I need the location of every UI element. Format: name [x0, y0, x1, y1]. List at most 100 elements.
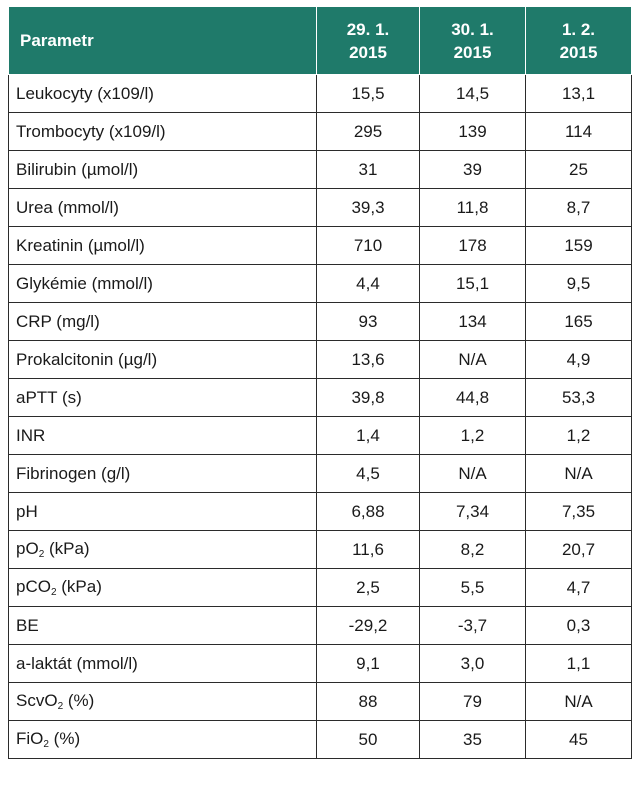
row-label-text: pCO: [16, 577, 51, 596]
row-label-text: INR: [16, 425, 46, 445]
row-value-2: N/A: [419, 454, 526, 493]
row-label-text: BE: [16, 615, 39, 635]
row-label-text: a-laktát (mmol/l): [16, 653, 138, 673]
row-label-suffix: (%): [48, 729, 81, 748]
row-value-2: 178: [419, 226, 526, 265]
row-value-3: 8,7: [525, 188, 632, 227]
row-label: pO2 (kPa): [8, 530, 317, 569]
row-label-text: Fibrinogen (g/l): [16, 463, 131, 483]
row-value-1: 39,3: [316, 188, 420, 227]
row-label-text: Urea (mmol/l): [16, 197, 119, 217]
header-date-2: 30. 1. 2015: [419, 6, 526, 75]
row-label-subscript: 2: [38, 549, 45, 560]
header-date-2-line-1: 30. 1.: [451, 19, 494, 39]
row-value-2: 15,1: [419, 264, 526, 303]
row-value-1: 88: [316, 682, 420, 721]
row-label: pCO2 (kPa): [8, 568, 317, 607]
table-row: INR 1,4 1,2 1,2: [8, 416, 632, 455]
row-value-2: -3,7: [419, 606, 526, 645]
row-value-1: -29,2: [316, 606, 420, 645]
table-row: FiO2 (%) 50 35 45: [8, 720, 632, 759]
row-value-3: 114: [525, 112, 632, 151]
lab-values-table: Parametr 29. 1. 2015 30. 1. 2015 1. 2. 2…: [8, 6, 632, 759]
table-row: Kreatinin (µmol/l) 710 178 159: [8, 226, 632, 265]
row-label: Trombocyty (x109/l): [8, 112, 317, 151]
table-row: Prokalcitonin (µg/l) 13,6 N/A 4,9: [8, 340, 632, 379]
row-value-1: 15,5: [316, 74, 420, 113]
row-label: pH: [8, 492, 317, 531]
row-value-3: 9,5: [525, 264, 632, 303]
row-value-1: 39,8: [316, 378, 420, 417]
table-row: BE -29,2 -3,7 0,3: [8, 606, 632, 645]
table-row: aPTT (s) 39,8 44,8 53,3: [8, 378, 632, 417]
header-date-1: 29. 1. 2015: [316, 6, 420, 75]
row-value-1: 1,4: [316, 416, 420, 455]
row-label: Leukocyty (x109/l): [8, 74, 317, 113]
row-value-3: 4,9: [525, 340, 632, 379]
row-value-3: 1,1: [525, 644, 632, 683]
table-row: ScvO2 (%) 88 79 N/A: [8, 682, 632, 721]
row-value-3: 53,3: [525, 378, 632, 417]
row-value-2: 134: [419, 302, 526, 341]
row-label-text: Kreatinin (µmol/l): [16, 235, 145, 255]
row-label: Prokalcitonin (µg/l): [8, 340, 317, 379]
table-row: pO2 (kPa) 11,6 8,2 20,7: [8, 530, 632, 569]
table-row: Trombocyty (x109/l) 295 139 114: [8, 112, 632, 151]
row-value-3: 25: [525, 150, 632, 189]
row-label-text: CRP (mg/l): [16, 311, 100, 331]
row-value-3: 159: [525, 226, 632, 265]
header-date-1-line-2: 2015: [349, 42, 387, 62]
row-label: Glykémie (mmol/l): [8, 264, 317, 303]
row-label-subscript: 2: [57, 701, 64, 712]
table-row: CRP (mg/l) 93 134 165: [8, 302, 632, 341]
row-value-1: 9,1: [316, 644, 420, 683]
row-value-2: 11,8: [419, 188, 526, 227]
row-value-1: 2,5: [316, 568, 420, 607]
row-value-1: 4,4: [316, 264, 420, 303]
row-label: aPTT (s): [8, 378, 317, 417]
row-value-2: 44,8: [419, 378, 526, 417]
row-value-1: 50: [316, 720, 420, 759]
header-date-1-line-1: 29. 1.: [346, 19, 390, 39]
row-label: Urea (mmol/l): [8, 188, 317, 227]
row-value-3: 165: [525, 302, 632, 341]
row-value-3: 7,35: [525, 492, 632, 531]
table-row: Bilirubin (µmol/l) 31 39 25: [8, 150, 632, 189]
table-row: pH 6,88 7,34 7,35: [8, 492, 632, 531]
row-label-text: Glykémie (mmol/l): [16, 273, 153, 293]
row-value-3: 0,3: [525, 606, 632, 645]
row-value-3: 20,7: [525, 530, 632, 569]
row-label: ScvO2 (%): [8, 682, 317, 721]
header-date-2-line-2: 2015: [453, 42, 492, 62]
row-value-1: 710: [316, 226, 420, 265]
row-label: Fibrinogen (g/l): [8, 454, 317, 493]
row-value-1: 295: [316, 112, 420, 151]
header-date-3-line-2: 2015: [559, 42, 598, 62]
row-value-3: 13,1: [525, 74, 632, 113]
row-label-text: pO: [16, 539, 39, 558]
table-row: Fibrinogen (g/l) 4,5 N/A N/A: [8, 454, 632, 493]
row-value-2: 139: [419, 112, 526, 151]
row-value-3: 1,2: [525, 416, 632, 455]
row-label: Bilirubin (µmol/l): [8, 150, 317, 189]
table-row: Urea (mmol/l) 39,3 11,8 8,7: [8, 188, 632, 227]
row-value-2: 79: [419, 682, 526, 721]
header-row: Parametr 29. 1. 2015 30. 1. 2015 1. 2. 2…: [8, 6, 632, 75]
row-value-2: 5,5: [419, 568, 526, 607]
table-row: pCO2 (kPa) 2,5 5,5 4,7: [8, 568, 632, 607]
row-label-text: ScvO: [16, 691, 58, 710]
row-label-text: Trombocyty (x109/l): [16, 121, 166, 141]
lab-values-table-container: Parametr 29. 1. 2015 30. 1. 2015 1. 2. 2…: [8, 6, 632, 759]
header-parametr: Parametr: [8, 6, 317, 75]
row-value-3: N/A: [525, 682, 632, 721]
row-label-text: aPTT (s): [16, 387, 82, 407]
row-value-2: 8,2: [419, 530, 526, 569]
row-value-2: 1,2: [419, 416, 526, 455]
header-date-3-line-1: 1. 2.: [561, 19, 596, 39]
row-value-1: 13,6: [316, 340, 420, 379]
row-value-2: 3,0: [419, 644, 526, 683]
row-label: a-laktát (mmol/l): [8, 644, 317, 683]
row-label-text: FiO: [16, 729, 44, 748]
row-label-subscript: 2: [43, 739, 49, 750]
row-value-2: 35: [419, 720, 526, 759]
